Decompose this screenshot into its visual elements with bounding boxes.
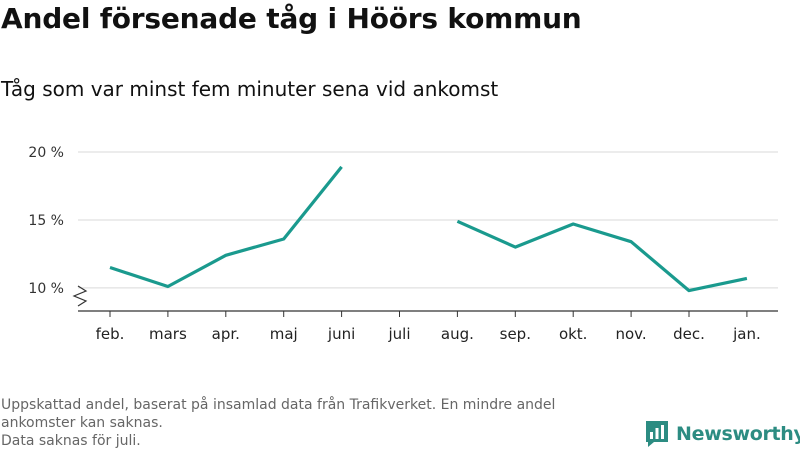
x-tick-label: dec. bbox=[673, 325, 705, 343]
x-tick-label: mars bbox=[149, 325, 187, 343]
bar-chart-logo-icon bbox=[646, 421, 668, 447]
x-tick-label: apr. bbox=[212, 325, 240, 343]
line-chart: 10 % 15 % 20 % feb. mars apr. maj juni juli aug. s… bbox=[28, 145, 778, 343]
gridlines bbox=[78, 151, 778, 289]
x-tick-label: juni bbox=[327, 325, 355, 343]
x-tick-label: nov. bbox=[616, 325, 647, 343]
axis-break-mark bbox=[72, 285, 88, 307]
x-tick-label: okt. bbox=[559, 325, 588, 343]
series-line bbox=[109, 165, 343, 289]
footnote-line: Uppskattad andel, baserat på insamlad da… bbox=[1, 397, 556, 413]
footnote-line: Data saknas för juli. bbox=[1, 433, 141, 449]
chart-subtitle: Tåg som var minst fem minuter sena vid a… bbox=[1, 77, 499, 101]
x-tick-label: aug. bbox=[441, 325, 474, 343]
footnote: Uppskattad andel, baserat på insamlad da… bbox=[1, 396, 641, 450]
footnote-line: ankomster kan saknas. bbox=[1, 415, 163, 431]
y-tick-label: 20 % bbox=[28, 145, 64, 161]
chart-title: Andel försenade tåg i Höörs kommun bbox=[1, 2, 582, 35]
series-line bbox=[456, 219, 748, 293]
y-tick-label: 10 % bbox=[28, 281, 64, 297]
series-lines bbox=[109, 165, 748, 293]
y-tick-label: 15 % bbox=[28, 213, 64, 229]
x-tick-label: maj bbox=[270, 325, 298, 343]
x-tick-label: jan. bbox=[732, 325, 761, 343]
x-tick-label: sep. bbox=[500, 325, 531, 343]
x-tick-label: feb. bbox=[96, 325, 125, 343]
tick-labels: 10 % 15 % 20 % feb. mars apr. maj juni juli aug. s… bbox=[28, 145, 760, 343]
x-tick-label: juli bbox=[387, 325, 410, 343]
brand-logo: Newsworthy bbox=[644, 420, 800, 448]
brand-name: Newsworthy bbox=[676, 423, 800, 445]
x-axis bbox=[72, 285, 778, 317]
